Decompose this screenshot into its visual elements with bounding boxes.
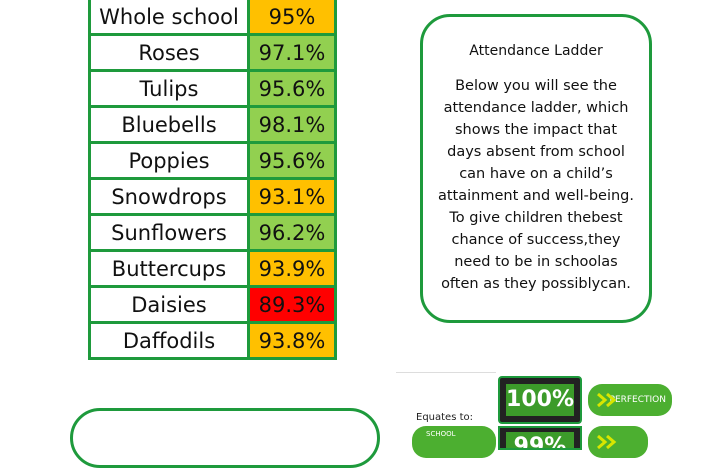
ladder-label-second (588, 426, 648, 458)
attendance-table: Whole school 95% Roses 97.1% Tulips 95.6% Blue… (88, 0, 337, 360)
class-name-cell: Roses (88, 33, 250, 72)
table-row: Poppies 95.6% (88, 141, 337, 180)
attendance-ladder-graphic: Equates to: 100% PERFECTION 99% SCHOOL (396, 368, 720, 458)
double-chevron-icon-2 (597, 434, 617, 450)
attendance-value-cell: 96.2% (247, 213, 337, 252)
table-row: Bluebells 98.1% (88, 105, 337, 144)
class-name-cell: Snowdrops (88, 177, 250, 216)
table-row: Daffodils 93.8% (88, 321, 337, 360)
bottom-info-box (70, 408, 380, 468)
ladder-label-perfection: PERFECTION (588, 384, 672, 416)
attendance-value-cell: 95.6% (247, 69, 337, 108)
attendance-value-cell: 93.1% (247, 177, 337, 216)
class-name-cell: Whole school (88, 0, 250, 36)
ladder-rung-second-value: 99% (506, 432, 574, 448)
attendance-value-cell: 97.1% (247, 33, 337, 72)
attendance-value-cell: 95% (247, 0, 337, 36)
table-row: Roses 97.1% (88, 33, 337, 72)
ladder-label-school-text: SCHOOL (426, 430, 456, 438)
class-name-cell: Daisies (88, 285, 250, 324)
table-row: Whole school 95% (88, 0, 337, 36)
equates-label: Equates to: (416, 412, 474, 423)
ladder-rung-second: 99% (498, 426, 582, 450)
table-row: Daisies 89.3% (88, 285, 337, 324)
table-row: Sunflowers 96.2% (88, 213, 337, 252)
attendance-ladder-info-box: Attendance Ladder Below you will see the… (420, 14, 652, 323)
attendance-value-cell: 93.9% (247, 249, 337, 288)
table-row: Tulips 95.6% (88, 69, 337, 108)
attendance-value-cell: 98.1% (247, 105, 337, 144)
ladder-divider (396, 372, 496, 373)
info-box-body: Below you will see the attendance ladder… (437, 78, 634, 292)
ladder-label-perfection-text: PERFECTION (609, 395, 666, 405)
table-row: Buttercups 93.9% (88, 249, 337, 288)
attendance-table-body: Whole school 95% Roses 97.1% Tulips 95.6% Blue… (88, 0, 337, 360)
class-name-cell: Buttercups (88, 249, 250, 288)
class-name-cell: Bluebells (88, 105, 250, 144)
class-name-cell: Tulips (88, 69, 250, 108)
double-chevron-icon (597, 392, 617, 408)
attendance-value-cell: 95.6% (247, 141, 337, 180)
table-row: Snowdrops 93.1% (88, 177, 337, 216)
attendance-value-cell: 89.3% (247, 285, 337, 324)
attendance-value-cell: 93.8% (247, 321, 337, 360)
ladder-label-school: SCHOOL (412, 426, 496, 458)
info-box-title: Attendance Ladder (469, 43, 603, 59)
class-name-cell: Daffodils (88, 321, 250, 360)
ladder-rung-top-value: 100% (506, 384, 574, 416)
class-name-cell: Sunflowers (88, 213, 250, 252)
ladder-rung-top: 100% (498, 376, 582, 424)
class-name-cell: Poppies (88, 141, 250, 180)
